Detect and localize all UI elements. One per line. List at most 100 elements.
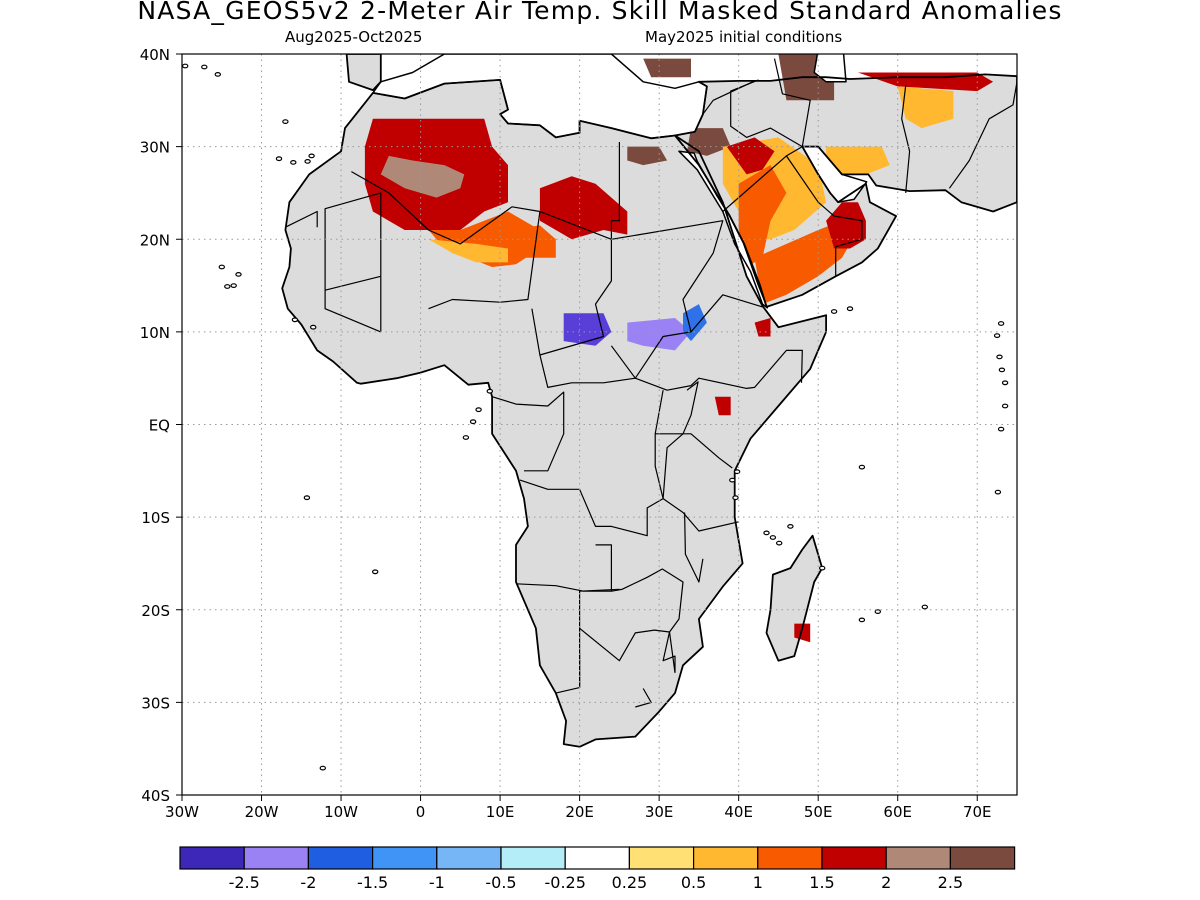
lat-label: 20N <box>140 231 170 249</box>
island <box>282 119 289 124</box>
island <box>319 765 326 771</box>
country-border <box>324 192 382 291</box>
island <box>462 435 470 440</box>
lat-label: 30N <box>140 139 170 157</box>
country-border <box>662 631 676 673</box>
anomaly-region <box>794 623 811 643</box>
island <box>732 495 739 501</box>
island <box>486 388 493 394</box>
anomaly-region <box>714 396 731 416</box>
island <box>858 617 866 623</box>
island <box>224 284 231 289</box>
lat-label: 10N <box>140 324 170 342</box>
colorbar-swatch <box>307 846 374 870</box>
colorbar-label: 0.25 <box>612 873 648 892</box>
country-border <box>662 433 739 532</box>
colorbar-swatch <box>243 846 309 870</box>
lon-label: 10W <box>324 803 358 821</box>
anomaly-region <box>627 318 691 351</box>
colorbar-label: -1 <box>429 873 445 892</box>
colorbar-swatch <box>179 846 245 870</box>
iberia-coastline <box>345 54 382 91</box>
island <box>787 524 794 529</box>
country-border <box>655 433 733 469</box>
madagascar-coastline <box>765 534 824 662</box>
anomaly-region <box>687 128 731 156</box>
anomaly-region <box>428 239 508 263</box>
iberia-landmass <box>346 54 381 91</box>
country-border <box>690 294 763 333</box>
island <box>997 321 1005 326</box>
colorbar-swatch <box>757 846 823 870</box>
chart-title: NASA_GEOS5v2 2-Meter Air Temp. Skill Mas… <box>137 0 1063 25</box>
caspian-sea <box>813 54 847 83</box>
anomaly-region <box>380 155 465 198</box>
lon-label: 60E <box>883 803 912 821</box>
country-border <box>682 381 699 435</box>
colorbar-swatch <box>436 846 502 870</box>
island <box>997 426 1005 432</box>
island <box>996 354 1003 360</box>
colorbar-label: -2.5 <box>229 873 260 892</box>
country-border <box>539 349 803 391</box>
colorbar-swatch <box>692 846 759 870</box>
country-border <box>491 391 565 472</box>
country-border <box>901 85 911 193</box>
island <box>729 477 736 483</box>
anomaly-region <box>539 176 628 240</box>
anomaly-region <box>643 58 691 78</box>
anomaly-region <box>738 165 787 267</box>
lat-label: EQ <box>149 417 170 435</box>
colorbar-label: 2 <box>881 873 891 892</box>
colorbar-label: -2 <box>300 873 316 892</box>
colorbar-label: -0.25 <box>544 873 585 892</box>
anomaly-region <box>897 86 954 129</box>
lat-label: 20S <box>141 602 170 620</box>
country-border <box>948 81 1017 189</box>
island <box>475 407 482 413</box>
island <box>230 283 237 289</box>
island <box>763 530 770 536</box>
colorbar-swatch <box>821 846 887 870</box>
island <box>998 367 1006 373</box>
country-border <box>722 79 803 212</box>
lon-label: 20E <box>565 803 594 821</box>
lon-label: 50E <box>804 803 833 821</box>
colorbar-label: 2.5 <box>938 873 963 892</box>
madagascar-landmass <box>766 535 823 661</box>
colorbar-swatch <box>372 846 438 870</box>
country-border <box>519 390 664 537</box>
island <box>469 419 477 425</box>
island <box>308 153 315 159</box>
country-border <box>610 220 724 379</box>
africa-landmass <box>282 79 827 747</box>
island <box>372 569 379 575</box>
country-border <box>611 568 684 633</box>
lon-label: 40E <box>724 803 753 821</box>
country-border <box>785 155 863 277</box>
island <box>994 489 1002 495</box>
lat-label: 10S <box>141 509 170 527</box>
country-border <box>702 80 755 115</box>
lat-label: 40S <box>141 787 170 805</box>
colorbar-swatch <box>885 846 952 870</box>
island <box>290 159 297 165</box>
colorbar-swatch <box>564 846 631 870</box>
colorbar-label: 1.5 <box>809 873 834 892</box>
island <box>235 272 242 277</box>
colorbar-swatch <box>628 846 695 870</box>
africa-coastline <box>281 79 827 748</box>
country-border <box>635 688 652 708</box>
country-border <box>515 544 613 592</box>
anomaly-region <box>754 318 771 337</box>
island <box>776 540 783 546</box>
country-border <box>324 275 382 333</box>
lon-label: 30W <box>165 803 199 821</box>
island <box>275 156 283 162</box>
colorbar-label: -0.5 <box>485 873 516 892</box>
lat-label: 40N <box>140 46 170 64</box>
island <box>993 333 1001 339</box>
island <box>874 609 882 614</box>
lon-label: 10E <box>486 803 515 821</box>
